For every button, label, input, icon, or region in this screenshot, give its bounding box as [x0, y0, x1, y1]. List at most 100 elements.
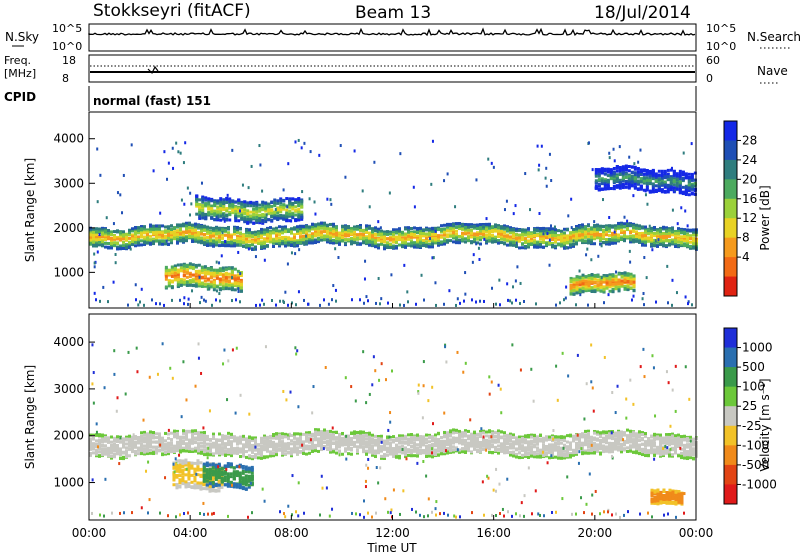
heat-cell-2	[231, 287, 234, 290]
heat-cell-0	[581, 223, 584, 226]
heat-cell-2	[234, 278, 237, 281]
heat-cell-0	[134, 232, 137, 235]
heat-cell-0	[659, 243, 662, 246]
heat-cell-0	[362, 241, 365, 244]
heat-cell-0	[551, 227, 554, 230]
heat-cell-0	[356, 228, 359, 231]
heat-cell-0	[275, 234, 278, 237]
heat-cell-2	[189, 266, 192, 269]
heat-speckle	[602, 198, 604, 201]
heat-speckle	[364, 260, 366, 263]
heat-cell-0	[350, 241, 353, 244]
heat-cell-4	[661, 172, 664, 175]
heat-speckle	[251, 165, 253, 168]
heat-cell-4	[664, 183, 667, 186]
heat-ground-cell	[519, 302, 521, 305]
heat-cell-1	[198, 206, 201, 209]
heat-cell-1	[276, 199, 279, 202]
heat-cell-3	[582, 282, 585, 285]
heat-cell-2	[201, 269, 204, 272]
heat-cell-0	[449, 223, 452, 226]
heat-cell-4	[676, 184, 679, 187]
heat-cell-3	[633, 274, 636, 277]
heat-cell-4	[688, 183, 691, 186]
heat-cell-2	[234, 274, 237, 277]
heat-cell-3	[576, 281, 579, 284]
heat-speckle	[512, 285, 514, 288]
heat-cell-1	[210, 210, 213, 213]
heat-cell-3	[606, 274, 609, 277]
heat-cell-0	[260, 246, 263, 249]
heat-cell-4	[685, 191, 688, 194]
heat-cell-0	[365, 228, 368, 231]
heat-cell-1	[288, 206, 291, 209]
heat-cell-1	[270, 201, 273, 204]
heat-cell-1	[285, 212, 288, 215]
heat-cell-3	[630, 286, 633, 289]
heat-cell-1	[228, 218, 231, 221]
heat-cell-0	[473, 233, 476, 236]
heat-cell-0	[599, 225, 602, 228]
heat-cell-0	[95, 227, 98, 230]
heat-cell-0	[449, 227, 452, 230]
heat-cell-0	[635, 235, 638, 238]
heat-speckle	[377, 230, 379, 233]
heat-cell-0	[104, 444, 107, 447]
heat-cell-0	[494, 240, 497, 243]
heat-cell-3	[573, 293, 576, 296]
heat-cell-0	[137, 229, 140, 232]
heat-speckle	[380, 226, 382, 229]
heat-speckle	[115, 261, 117, 264]
heat-cell-0	[623, 225, 626, 228]
heat-cell-0	[494, 230, 497, 233]
heat-cell-1	[204, 217, 207, 220]
heat-cell-0	[173, 227, 176, 230]
heat-cell-0	[233, 239, 236, 242]
heat-cell-4	[616, 185, 619, 188]
heat-cell-0	[101, 233, 104, 236]
heat-cell-0	[341, 229, 344, 232]
heat-cell-0	[488, 236, 491, 239]
heat-cell-4	[658, 182, 661, 185]
heat-cell-4	[613, 185, 616, 188]
heat-cell-2	[177, 283, 180, 286]
heat-cell-3	[600, 280, 603, 283]
heat-cell-0	[359, 232, 362, 235]
heat-cell-0	[584, 226, 587, 229]
heat-cell-1	[234, 210, 237, 213]
heat-cell-1	[252, 202, 255, 205]
heat-cell-0	[107, 242, 110, 245]
heat-speckle	[284, 291, 286, 294]
heat-cell-1	[282, 215, 285, 218]
heat-cell-0	[107, 448, 110, 451]
heat-cell-2	[228, 284, 231, 287]
heat-cell-0	[455, 241, 458, 244]
heat-cell-2	[171, 275, 174, 278]
heat-cell-0	[491, 225, 494, 228]
heat-cell-3	[600, 286, 603, 289]
heat-cell-0	[197, 236, 200, 239]
heat-cell-4	[655, 174, 658, 177]
heat-ground-cell	[367, 299, 369, 302]
heat-cell-0	[251, 235, 254, 238]
heat-cell-0	[248, 234, 251, 237]
heat-speckle	[609, 156, 611, 159]
heat-cell-0	[653, 226, 656, 229]
heat-cell-0	[425, 228, 428, 231]
heat-cell-0	[662, 236, 665, 239]
heat-cell-1	[216, 199, 219, 202]
heat-cell-0	[362, 237, 365, 240]
heat-cell-3	[630, 282, 633, 285]
heat-cell-0	[257, 242, 260, 245]
heat-ground-cell	[631, 299, 633, 302]
heat-cell-0	[470, 225, 473, 228]
heat-cell-0	[356, 233, 359, 236]
heat-cell-0	[152, 225, 155, 228]
heat-cell-0	[104, 230, 107, 233]
heat-speckle	[239, 272, 241, 275]
nsky-label: N.Sky	[5, 30, 39, 44]
heat-cell-2	[192, 279, 195, 282]
heat-cell-4	[616, 170, 619, 173]
heat-speckle	[283, 188, 285, 191]
heat-speckle	[565, 297, 567, 300]
